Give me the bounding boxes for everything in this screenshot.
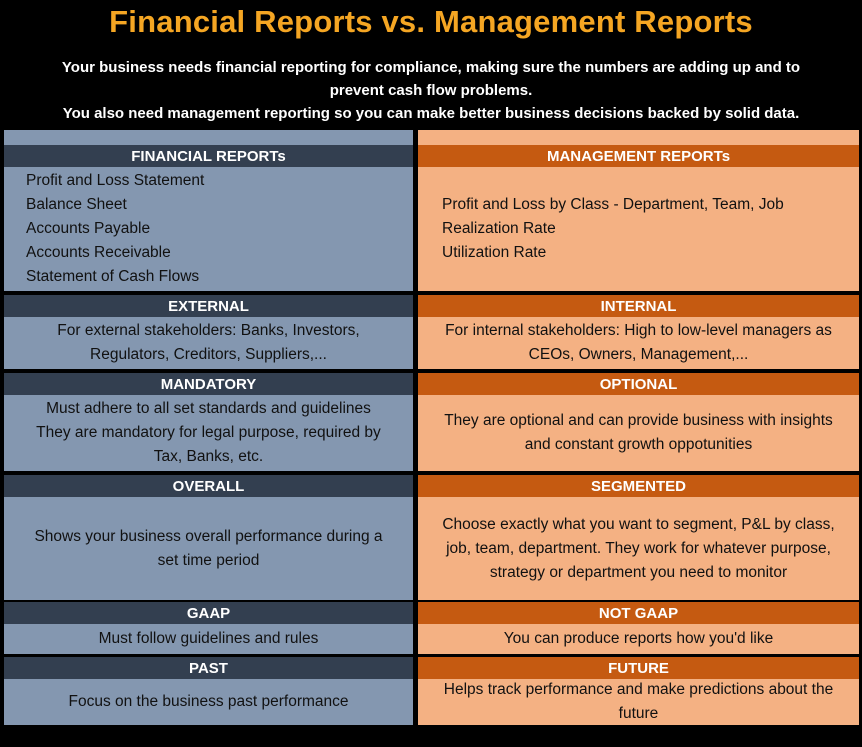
- not-gaap-line-1: You can produce reports how you'd like: [503, 630, 774, 647]
- gaap-body: Must follow guidelines and rules: [4, 624, 413, 654]
- future-header: FUTURE: [418, 657, 859, 679]
- optional-header: OPTIONAL: [418, 373, 859, 395]
- internal-body: For internal stakeholders: High to low-l…: [418, 317, 859, 369]
- external-body: For external stakeholders: Banks, Invest…: [4, 317, 413, 369]
- gaap-header: GAAP: [4, 602, 413, 624]
- list-item: Profit and Loss by Class - Department, T…: [442, 196, 784, 213]
- past-body: Focus on the business past performance: [4, 679, 413, 725]
- list-item: Accounts Receivable: [26, 244, 171, 261]
- financial-reports-list: Profit and Loss Statement Balance Sheet …: [4, 167, 413, 291]
- list-item: Utilization Rate: [442, 244, 547, 261]
- mandatory-line-2: They are mandatory for legal purpose, re…: [36, 424, 381, 441]
- overall-body: Shows your business overall performance …: [4, 497, 413, 600]
- subtitle: Your business needs financial reporting …: [20, 56, 842, 125]
- optional-body: They are optional and can provide busine…: [418, 395, 859, 471]
- external-line-2: Regulators, Creditors, Suppliers,...: [90, 346, 327, 363]
- segmented-line-3: strategy or department you need to monit…: [489, 563, 788, 581]
- gaap-line-1: Must follow guidelines and rules: [98, 630, 319, 647]
- external-header: EXTERNAL: [4, 295, 413, 317]
- list-item: Statement of Cash Flows: [26, 268, 200, 285]
- subtitle-line-3: You also need management reporting so yo…: [62, 105, 800, 122]
- mandatory-header: MANDATORY: [4, 373, 413, 395]
- optional-line-2: and constant growth oppotunities: [524, 436, 753, 453]
- segmented-header: SEGMENTED: [418, 475, 859, 497]
- not-gaap-body: You can produce reports how you'd like: [418, 624, 859, 654]
- overall-line-1: Shows your business overall performance …: [34, 527, 383, 545]
- segmented-line-2: job, team, department. They work for wha…: [446, 539, 831, 557]
- not-gaap-header: NOT GAAP: [418, 602, 859, 624]
- mandatory-line-3: Tax, Banks, etc.: [153, 448, 264, 465]
- list-item: Profit and Loss Statement: [26, 172, 205, 189]
- overall-header: OVERALL: [4, 475, 413, 497]
- mandatory-body: Must adhere to all set standards and gui…: [4, 395, 413, 471]
- future-line-1: Helps track performance and make predict…: [443, 681, 834, 698]
- internal-header: INTERNAL: [418, 295, 859, 317]
- list-item: Accounts Payable: [26, 220, 151, 237]
- external-line-1: For external stakeholders: Banks, Invest…: [57, 322, 360, 339]
- subtitle-line-2: prevent cash flow problems.: [329, 82, 533, 99]
- segmented-line-1: Choose exactly what you want to segment,…: [442, 515, 835, 533]
- management-reports-header: MANAGEMENT REPORTs: [418, 145, 859, 167]
- past-line-1: Focus on the business past performance: [68, 693, 349, 710]
- management-top-band: [418, 130, 859, 145]
- optional-line-1: They are optional and can provide busine…: [444, 412, 833, 429]
- overall-line-2: set time period: [157, 551, 260, 569]
- subtitle-line-1: Your business needs financial reporting …: [61, 59, 801, 76]
- page-title: Financial Reports vs. Management Reports: [109, 4, 753, 39]
- management-reports-list: Profit and Loss by Class - Department, T…: [418, 167, 859, 291]
- future-body: Helps track performance and make predict…: [418, 679, 859, 725]
- list-item: Balance Sheet: [26, 196, 127, 213]
- past-header: PAST: [4, 657, 413, 679]
- financial-top-band: [4, 130, 413, 145]
- segmented-body: Choose exactly what you want to segment,…: [418, 497, 859, 600]
- list-item: Realization Rate: [442, 220, 556, 237]
- mandatory-line-1: Must adhere to all set standards and gui…: [46, 400, 371, 417]
- future-line-2: future: [618, 705, 659, 722]
- internal-line-1: For internal stakeholders: High to low-l…: [445, 322, 832, 339]
- internal-line-2: CEOs, Owners, Management,...: [528, 346, 749, 363]
- financial-reports-header: FINANCIAL REPORTs: [4, 145, 413, 167]
